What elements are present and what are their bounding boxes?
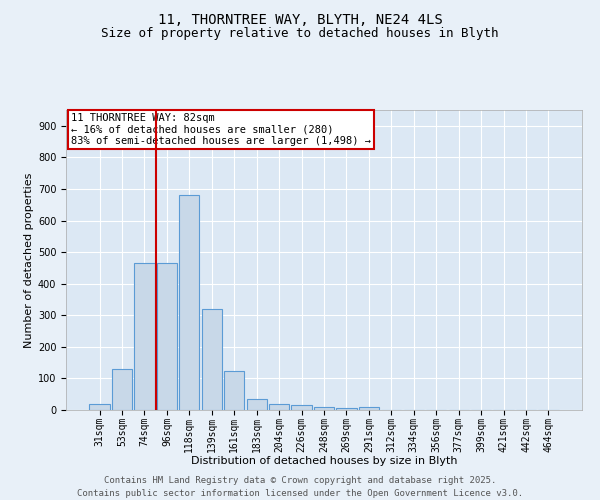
Bar <box>359 407 379 410</box>
X-axis label: Distribution of detached houses by size in Blyth: Distribution of detached houses by size … <box>191 456 457 466</box>
Bar <box>202 309 222 410</box>
Bar <box>134 263 155 410</box>
Bar <box>179 196 199 410</box>
Bar <box>89 404 110 410</box>
Bar <box>292 406 311 410</box>
Bar <box>157 263 177 410</box>
Text: Size of property relative to detached houses in Blyth: Size of property relative to detached ho… <box>101 28 499 40</box>
Bar <box>337 408 356 410</box>
Y-axis label: Number of detached properties: Number of detached properties <box>23 172 34 348</box>
Bar <box>314 407 334 410</box>
Bar <box>269 404 289 410</box>
Text: 11 THORNTREE WAY: 82sqm
← 16% of detached houses are smaller (280)
83% of semi-d: 11 THORNTREE WAY: 82sqm ← 16% of detache… <box>71 113 371 146</box>
Text: Contains HM Land Registry data © Crown copyright and database right 2025.
Contai: Contains HM Land Registry data © Crown c… <box>77 476 523 498</box>
Bar <box>247 399 267 410</box>
Bar <box>224 372 244 410</box>
Text: 11, THORNTREE WAY, BLYTH, NE24 4LS: 11, THORNTREE WAY, BLYTH, NE24 4LS <box>158 12 442 26</box>
Bar <box>112 369 132 410</box>
